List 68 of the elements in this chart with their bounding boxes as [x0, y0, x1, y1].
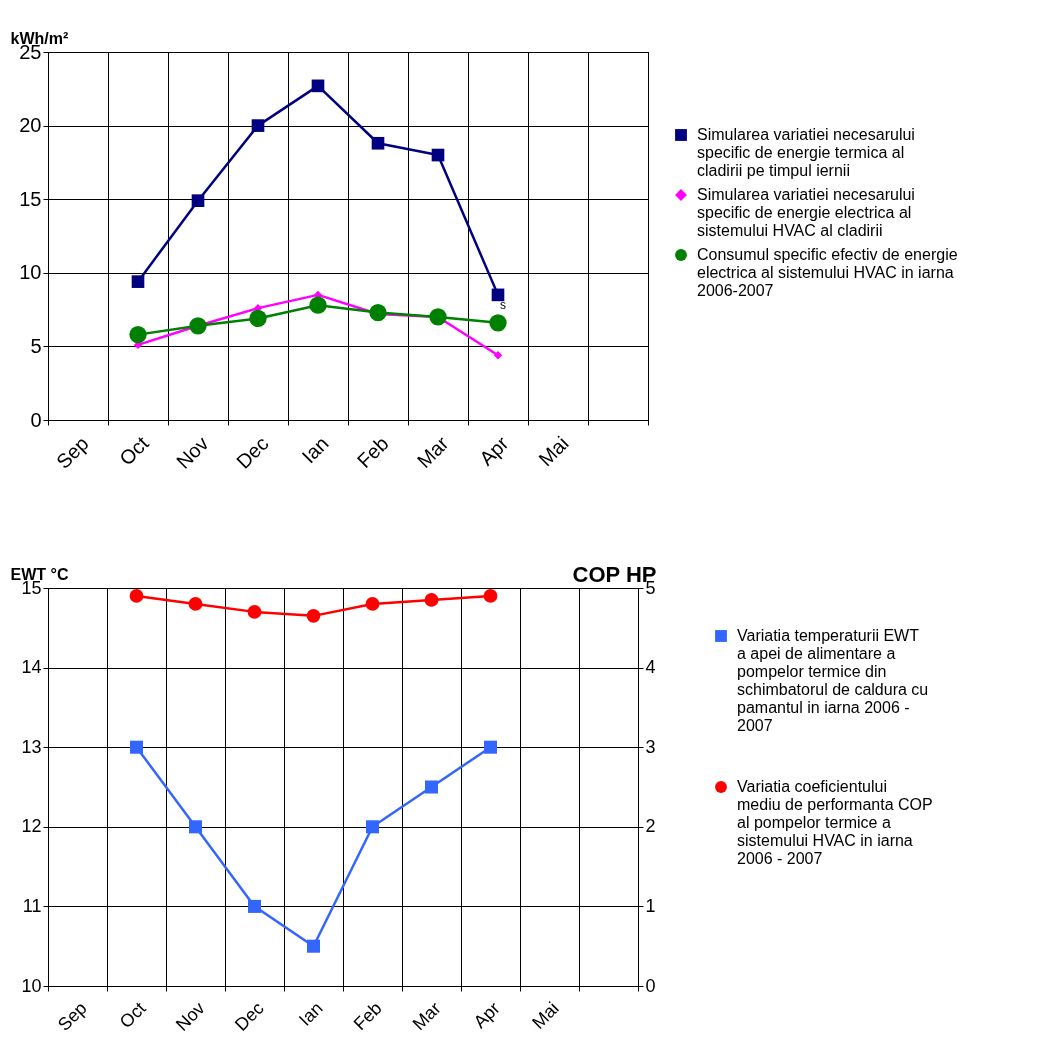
x-tick-label: Nov: [171, 998, 209, 1035]
y-tick-label: 5: [30, 334, 42, 357]
y2-tick-label: 3: [645, 736, 656, 757]
legend-label: Variatia coeficientului mediu de performanta COP al pompelor termice a sistemului HVAC in iarna 2006 - 2007: [737, 778, 933, 867]
y-tick-label: 14: [21, 657, 42, 678]
annotation: s: [500, 298, 506, 313]
point: [483, 589, 498, 603]
y2-tick-label: 4: [645, 657, 656, 678]
point: [483, 740, 498, 754]
point: [491, 288, 505, 302]
x-tick-label: Ian: [294, 998, 327, 1030]
x-tick-label: Oct: [115, 431, 153, 470]
point: [431, 148, 445, 162]
point: [188, 820, 203, 834]
x-tick-label: Ian: [297, 432, 333, 468]
x-tick-label: Dec: [231, 432, 273, 473]
x-tick-label: Mai: [534, 432, 573, 471]
point: [189, 317, 207, 335]
y-tick-label: 12: [21, 816, 42, 837]
x-tick-label: Apr: [475, 431, 513, 470]
point: [424, 593, 439, 607]
point: [129, 740, 144, 754]
y-tick-label: 11: [22, 895, 42, 916]
point: [371, 136, 385, 150]
legend-label: Variatia temperaturii EWT a apei de alimentare a pompelor termice din schimbatorul de caldura cu pamantul in iarna 2006 - 2007: [737, 627, 929, 734]
x-tick-label: Feb: [349, 998, 386, 1035]
point: [429, 308, 447, 326]
x-tick-label: Nov: [171, 432, 213, 473]
point: [188, 597, 203, 611]
point: [493, 351, 503, 360]
y-tick-label: 13: [21, 736, 42, 757]
x-tick-label: Mar: [408, 998, 445, 1035]
point: [249, 309, 267, 328]
y-tick-label: 10: [19, 261, 42, 284]
point: [309, 296, 327, 314]
point: [247, 605, 262, 619]
y-tick-label: 15: [19, 187, 42, 210]
y2-tick-label: 2: [645, 816, 656, 837]
x-tick-label: Sep: [53, 998, 91, 1035]
point: [129, 325, 147, 344]
x-tick-label: Feb: [352, 432, 393, 473]
x-tick-label: Oct: [115, 998, 150, 1033]
point: [191, 194, 205, 207]
x-tick-label: Sep: [51, 432, 93, 473]
point: [247, 899, 262, 913]
point: [489, 314, 507, 332]
legend-label: Consumul specific efectiv de energie electrica al sistemului HVAC in iarna 2006-2007: [697, 246, 958, 299]
y2-tick-label: 1: [645, 895, 656, 916]
point: [311, 79, 325, 93]
point: [306, 939, 321, 953]
legend-label: Simularea variatiei necesarului specific de energie termica al cladirii pe timpul iernii: [697, 126, 915, 179]
point: [306, 608, 321, 623]
point: [365, 820, 380, 834]
y-tick-label: 0: [30, 408, 42, 431]
point: [251, 119, 265, 132]
point: [131, 275, 145, 288]
x-tick-label: Mar: [412, 431, 453, 472]
point: [129, 589, 144, 603]
point: [365, 597, 380, 611]
x-tick-label: Apr: [469, 998, 504, 1033]
legend-label: Simularea variatiei necesarului specific de energie electrica al sistemului HVAC al cladirii: [697, 186, 915, 239]
x-tick-label: Dec: [230, 998, 268, 1035]
y-tick-label: 20: [19, 114, 42, 137]
x-tick-label: Mai: [528, 998, 563, 1033]
point: [424, 780, 439, 794]
point: [369, 303, 387, 322]
y-tick-label: 10: [21, 975, 42, 996]
y2-tick-label: 0: [645, 975, 656, 996]
